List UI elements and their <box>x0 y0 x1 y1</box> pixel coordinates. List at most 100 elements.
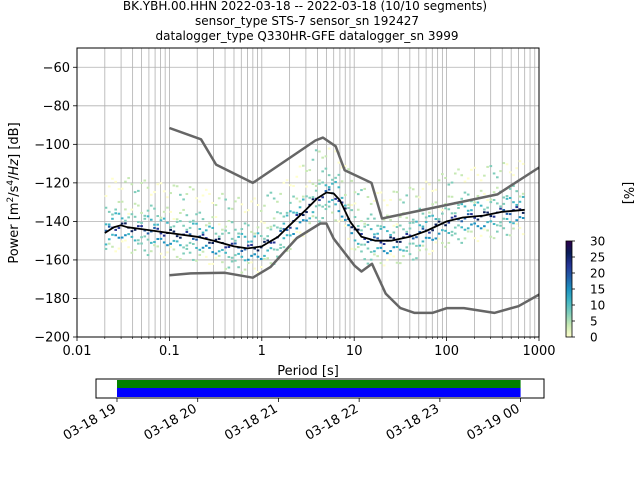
density-cell <box>221 261 224 264</box>
density-cell <box>356 228 360 231</box>
density-cell <box>211 202 215 205</box>
density-cell <box>162 190 166 193</box>
density-cell <box>208 222 211 225</box>
density-cell <box>140 242 143 245</box>
density-cell <box>237 235 240 238</box>
density-cell <box>473 222 476 225</box>
density-cell <box>240 271 244 274</box>
density-cell <box>133 239 137 242</box>
density-cell <box>344 165 347 168</box>
density-cell <box>149 250 153 253</box>
density-cell <box>201 250 205 253</box>
density-cell <box>140 221 143 224</box>
density-cell <box>292 211 295 214</box>
density-cell <box>373 199 376 202</box>
density-cell <box>285 214 289 217</box>
density-cell <box>444 224 447 227</box>
density-cell <box>162 210 166 213</box>
density-cell <box>224 229 227 232</box>
density-cell <box>175 255 179 258</box>
density-cell <box>137 225 140 228</box>
density-cell <box>117 247 121 250</box>
density-cell <box>421 244 425 247</box>
density-cell <box>521 162 525 165</box>
density-cell <box>179 236 182 239</box>
density-cell <box>204 244 208 247</box>
density-cell <box>305 169 308 172</box>
colorbar: 0 5 10 15 20 25 30 [%] <box>565 182 635 345</box>
density-cell <box>117 212 121 215</box>
colorbar-tick-label: 10 <box>590 299 605 313</box>
timeline-band-blue <box>116 388 521 397</box>
density-cell <box>366 217 370 220</box>
y-tick-label: −200 <box>34 331 70 346</box>
density-cell <box>314 216 318 219</box>
density-cell <box>366 223 370 226</box>
density-cell <box>159 182 163 185</box>
density-cell <box>259 257 263 260</box>
density-cell <box>460 241 464 244</box>
density-cell <box>496 224 499 227</box>
density-cell <box>489 220 493 223</box>
density-cell <box>185 228 189 231</box>
density-cell <box>295 197 299 200</box>
density-cell <box>518 208 522 211</box>
density-cell <box>421 225 425 228</box>
density-cell <box>146 215 150 218</box>
density-cell <box>282 237 286 240</box>
density-cell <box>166 244 169 247</box>
density-cell <box>418 224 421 227</box>
density-cell <box>483 208 486 211</box>
density-cell <box>198 200 202 203</box>
density-cell <box>402 255 405 258</box>
density-cell <box>269 225 273 228</box>
density-cell <box>392 237 396 240</box>
density-cell <box>489 198 493 201</box>
density-cell <box>395 261 399 264</box>
density-cell <box>334 181 337 184</box>
density-cell <box>360 189 363 192</box>
colorbar-ticks: 0 5 10 15 20 25 30 <box>572 235 605 345</box>
density-cell <box>198 253 202 256</box>
density-cell <box>130 208 134 211</box>
density-cell <box>502 196 506 199</box>
density-cell <box>192 219 195 222</box>
density-cell <box>301 198 305 201</box>
density-cell <box>395 191 399 194</box>
density-cell <box>515 190 519 193</box>
density-cell <box>347 203 350 206</box>
density-cell <box>369 250 373 253</box>
density-cell <box>253 197 257 200</box>
density-cell <box>350 232 354 235</box>
density-cell <box>221 248 224 251</box>
density-cell <box>489 201 493 204</box>
density-cell <box>204 229 208 232</box>
density-cell <box>230 242 234 245</box>
density-cell <box>441 173 444 176</box>
density-cell <box>175 235 179 238</box>
density-cell <box>434 188 438 191</box>
density-cell <box>156 223 160 226</box>
density-cell <box>169 192 172 195</box>
density-cell <box>502 227 506 230</box>
density-cell <box>276 248 279 251</box>
density-cell <box>421 212 425 215</box>
density-cell <box>179 244 182 247</box>
density-cell <box>282 222 286 225</box>
density-cell <box>230 221 234 224</box>
density-cell <box>450 195 454 198</box>
density-cell <box>460 197 464 200</box>
density-cell <box>398 248 402 251</box>
density-cell <box>460 220 464 223</box>
density-cell <box>512 174 515 177</box>
density-cell <box>324 203 328 206</box>
density-cell <box>360 220 363 223</box>
density-cell <box>311 158 315 161</box>
density-cell <box>505 163 509 166</box>
density-cell <box>386 230 389 233</box>
density-cell <box>411 242 415 245</box>
density-cell <box>301 214 305 217</box>
density-cell <box>263 237 266 240</box>
timeline-tick-label: 03-18 23 <box>384 401 442 443</box>
x-tick-label: 10 <box>346 344 363 359</box>
